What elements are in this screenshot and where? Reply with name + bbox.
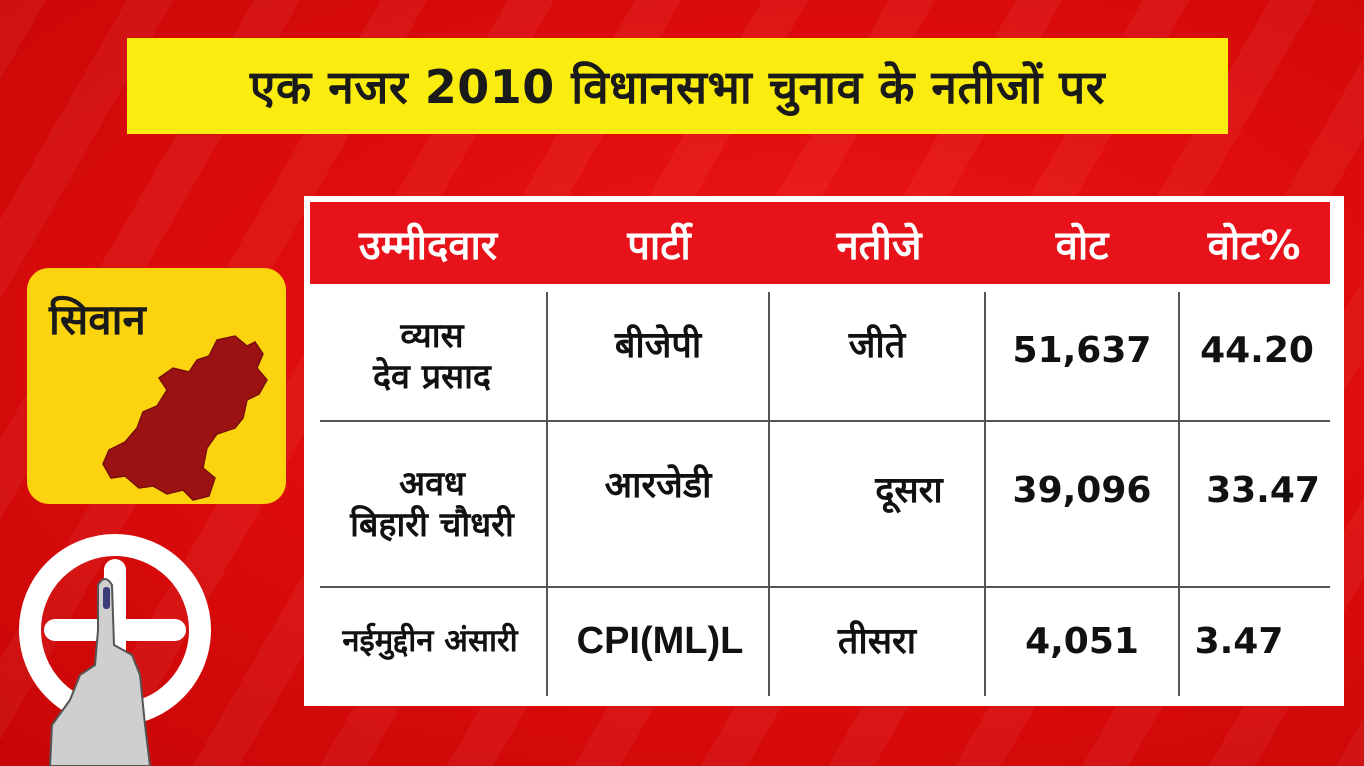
table-row-3-result: तीसरा	[837, 621, 917, 663]
title-banner: एक नजर 2010 विधानसभा चुनाव के नतीजों पर	[127, 38, 1228, 134]
table-row-2-vote-pct: 33.47	[1206, 470, 1320, 512]
table-row-1-candidate: व्यास देव प्रसाद	[320, 296, 544, 418]
candidate-name-line: अवध	[399, 464, 465, 505]
header-candidate: उम्मीदवार	[358, 222, 498, 269]
column-divider	[984, 292, 986, 696]
district-card: सिवान	[27, 268, 286, 504]
election-swastika-inked-finger-icon	[19, 534, 211, 766]
table-header-row: उम्मीदवार पार्टी नतीजे वोट वोट%	[310, 202, 1330, 284]
table-row-1-votes: 51,637	[1012, 330, 1152, 372]
candidate-name-line: बिहारी चौधरी	[350, 505, 514, 545]
table-row-1-vote-pct: 44.20	[1200, 330, 1314, 372]
row-divider	[320, 420, 1330, 422]
district-map-icon	[102, 335, 268, 501]
candidate-name-line: व्यास	[400, 316, 464, 357]
table-row-2-votes: 39,096	[1012, 470, 1152, 512]
table-row-2-candidate: अवध बिहारी चौधरी	[320, 426, 544, 584]
header-party: पार्टी	[627, 222, 691, 269]
candidate-name-line: देव प्रसाद	[373, 357, 491, 397]
table-row-2-party: आरजेडी	[604, 465, 712, 507]
table-row-3-vote-pct: 3.47	[1194, 621, 1284, 663]
column-divider	[768, 292, 770, 696]
page-title: एक नजर 2010 विधानसभा चुनाव के नतीजों पर	[249, 60, 1106, 114]
column-divider	[1178, 292, 1180, 696]
header-vote-pct: वोट%	[1207, 222, 1301, 269]
table-row-3-votes: 4,051	[1025, 621, 1139, 663]
column-divider	[546, 292, 548, 696]
district-name: सिवान	[49, 295, 146, 344]
header-result: नतीजे	[836, 222, 922, 269]
table-row-3-candidate: नईमुद्दीन अंसारी	[342, 623, 518, 660]
row-divider	[320, 586, 1330, 588]
table-row-3-party: CPI(ML)L	[576, 620, 744, 663]
table-row-1-result: जीते	[848, 325, 906, 367]
table-row-1-party: बीजेपी	[614, 325, 702, 367]
table-row-2-result: दूसरा	[875, 470, 943, 512]
results-table: उम्मीदवार पार्टी नतीजे वोट वोट% व्यास दे…	[304, 196, 1344, 706]
header-votes: वोट	[1055, 222, 1109, 269]
